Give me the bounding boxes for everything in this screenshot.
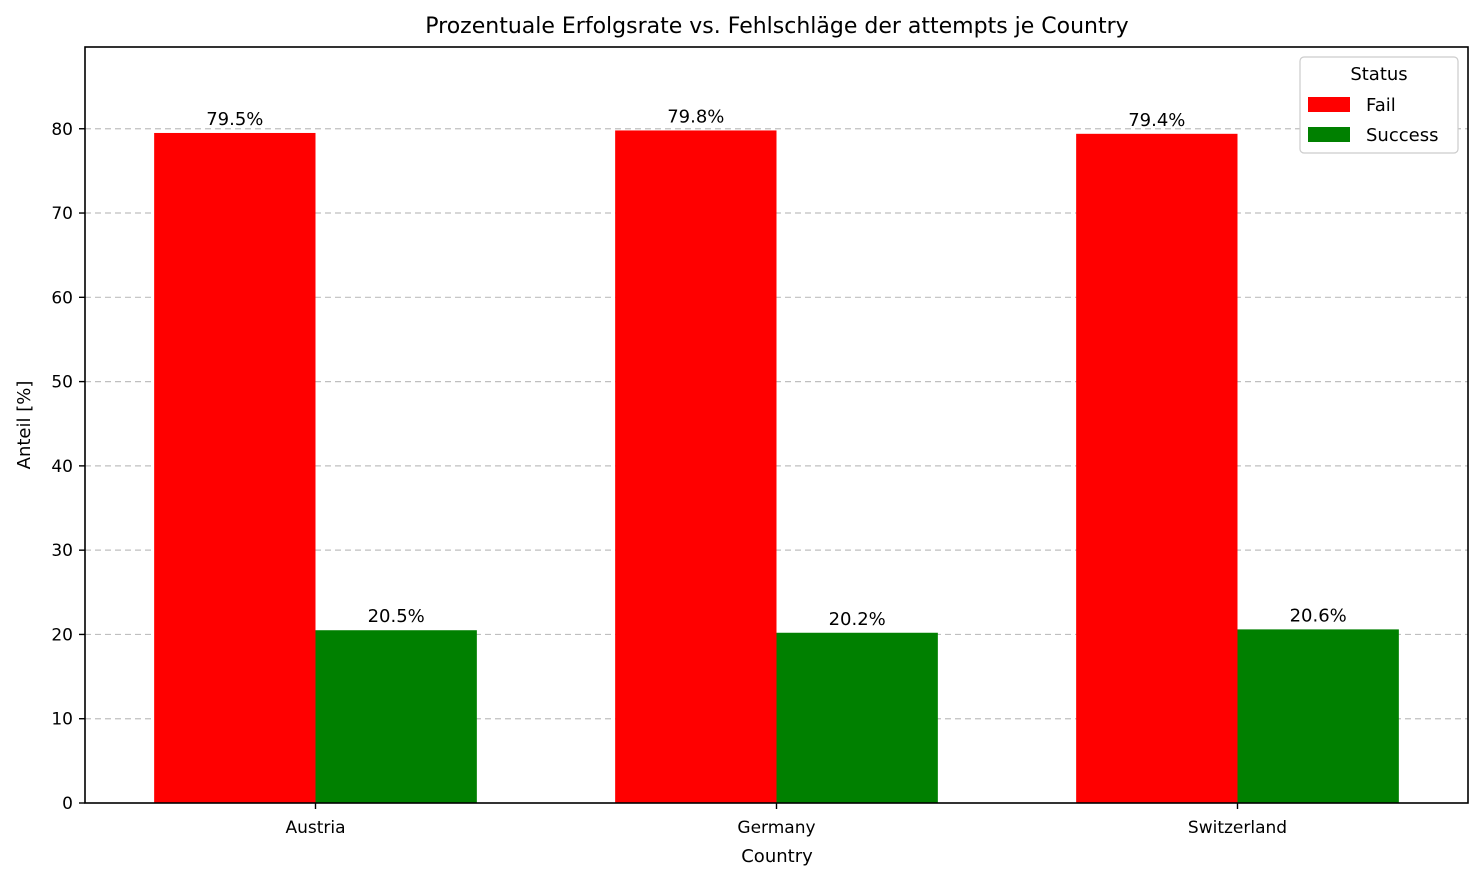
- legend: Status Fail Success: [1299, 56, 1459, 154]
- bar-success-switzerland: [1237, 629, 1399, 803]
- data-label-success-germany: 20.2%: [829, 609, 886, 630]
- x-tick-label: Switzerland: [1188, 818, 1287, 838]
- data-label-fail-switzerland: 79.4%: [1128, 110, 1185, 131]
- y-tick-label: 70: [51, 204, 73, 224]
- x-axis-label: Country: [741, 846, 813, 867]
- legend-swatch-success: [1308, 127, 1350, 142]
- plot-frame: [84, 46, 1469, 804]
- y-tick-label: 50: [51, 373, 73, 393]
- data-label-success-switzerland: 20.6%: [1290, 605, 1347, 626]
- bar-fail-switzerland: [1076, 133, 1238, 803]
- y-tick-label: 20: [51, 625, 73, 645]
- y-tick-label: 60: [51, 288, 73, 308]
- bar-success-germany: [776, 632, 938, 803]
- legend-label-fail: Fail: [1366, 95, 1396, 116]
- data-label-fail-austria: 79.5%: [206, 109, 263, 130]
- x-axis-ticks: Austria Germany Switzerland: [285, 803, 1287, 838]
- bar-success-austria: [315, 630, 477, 803]
- y-tick-label: 0: [62, 794, 73, 814]
- x-tick-label: Austria: [285, 818, 345, 838]
- legend-title: Status: [1350, 64, 1407, 85]
- y-tick-label: 80: [51, 120, 73, 140]
- chart-title: Prozentuale Erfolgsrate vs. Fehlschläge …: [425, 14, 1128, 39]
- y-axis-label: Anteil [%]: [14, 381, 35, 470]
- data-label-success-austria: 20.5%: [368, 606, 425, 627]
- data-labels: 79.5% 20.5% 79.8% 20.2% 79.4% 20.6%: [206, 106, 1347, 629]
- legend-swatch-fail: [1308, 97, 1350, 112]
- y-tick-label: 30: [51, 541, 73, 561]
- legend-label-success: Success: [1366, 125, 1438, 146]
- data-label-fail-germany: 79.8%: [667, 106, 724, 127]
- x-tick-label: Germany: [737, 818, 815, 838]
- y-axis-ticks: 0 10 20 30 40 50 60 70 80: [51, 120, 85, 814]
- bar-fail-germany: [615, 130, 777, 804]
- bar-fail-austria: [154, 132, 316, 803]
- bars: [154, 130, 1399, 804]
- y-tick-label: 40: [51, 457, 73, 477]
- y-tick-label: 10: [51, 710, 73, 730]
